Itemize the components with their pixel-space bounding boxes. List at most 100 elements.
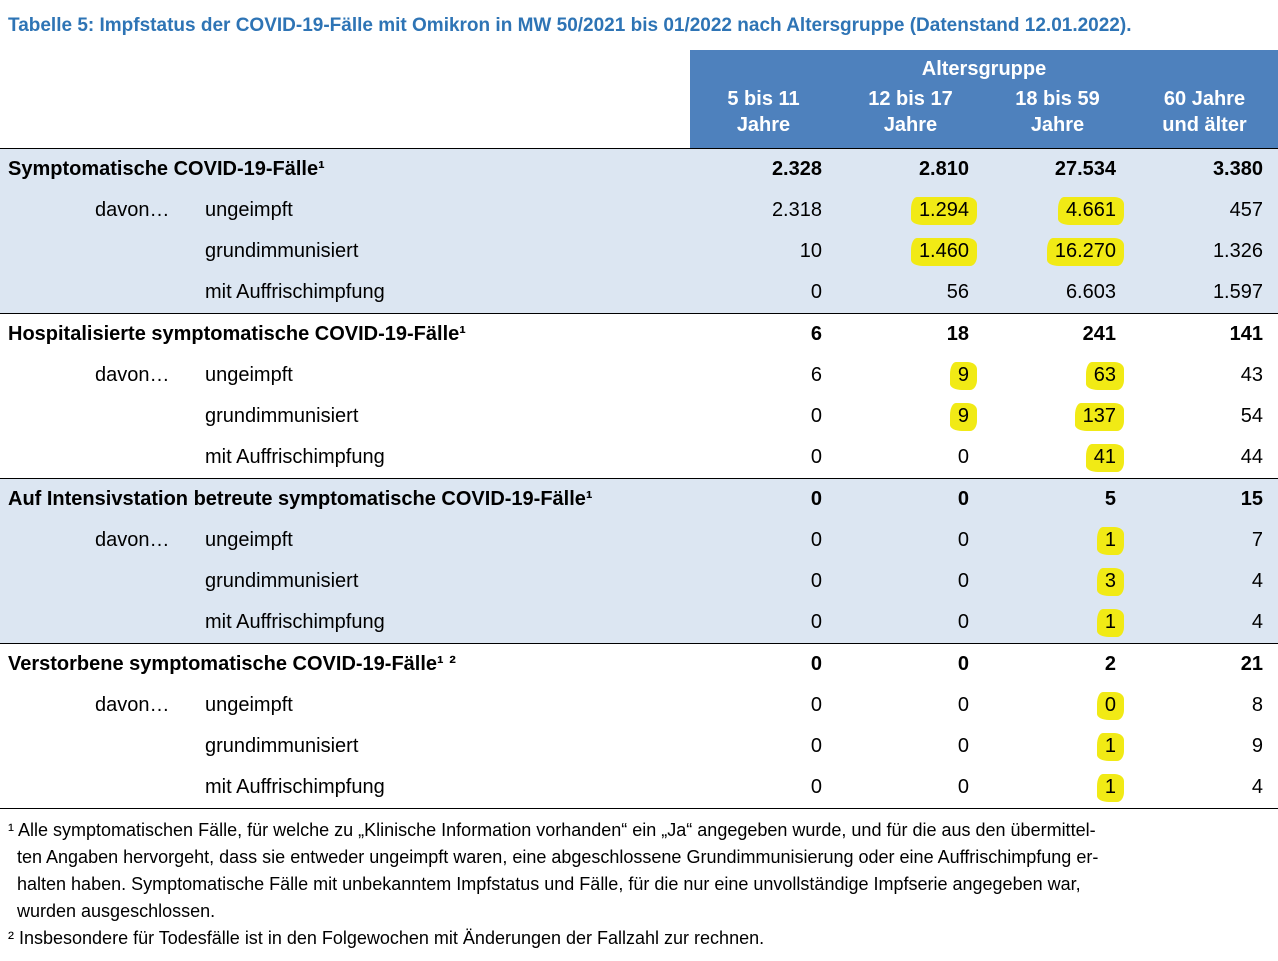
davon-prefix bbox=[95, 240, 205, 263]
davon-prefix bbox=[95, 570, 205, 593]
data-row: davon… ungeimpft 6 9 63 43 bbox=[0, 355, 1278, 396]
row-label: davon… ungeimpft bbox=[0, 364, 690, 387]
value-cell: 0 bbox=[837, 446, 984, 469]
data-row: grundimmunisiert 10 1.460 16.270 1.326 bbox=[0, 231, 1278, 272]
category-label: grundimmunisiert bbox=[205, 569, 359, 592]
value: 27.534 bbox=[1054, 157, 1116, 180]
value-cell: 2.810 bbox=[837, 158, 984, 181]
category-label: ungeimpft bbox=[205, 198, 293, 221]
value-cell: 8 bbox=[1131, 694, 1278, 717]
value-cell: 1.460 bbox=[837, 237, 984, 266]
value: 0 bbox=[810, 569, 822, 592]
value-cell: 0 bbox=[837, 488, 984, 511]
column-header-line: Jahre bbox=[1030, 114, 1085, 137]
value: 2.810 bbox=[918, 157, 969, 180]
value: 0 bbox=[810, 404, 822, 427]
column-header-12-17: 12 bis 17 Jahre bbox=[837, 86, 984, 139]
value: 0 bbox=[957, 610, 969, 633]
section-label: Verstorbene symptomatische COVID-19-Fäll… bbox=[8, 652, 456, 675]
category-label: grundimmunisiert bbox=[205, 734, 359, 757]
footnote-1-line-4: wurden ausgeschlossen. bbox=[17, 900, 216, 921]
value: 44 bbox=[1240, 445, 1263, 468]
davon-prefix: davon… bbox=[95, 693, 170, 716]
value-cell: 0 bbox=[837, 611, 984, 634]
value-cell: 141 bbox=[1131, 323, 1278, 346]
category-label: mit Auffrischimpfung bbox=[205, 280, 385, 303]
value-cell: 1 bbox=[984, 526, 1131, 555]
value: 0 bbox=[810, 445, 822, 468]
section-hospitalized: Hospitalisierte symptomatische COVID-19-… bbox=[0, 312, 1278, 478]
value: 9 bbox=[949, 402, 977, 431]
value: 4 bbox=[1251, 569, 1263, 592]
value: 3.380 bbox=[1212, 157, 1263, 180]
value-cell: 27.534 bbox=[984, 158, 1131, 181]
value: 0 bbox=[810, 280, 822, 303]
table-body: Symptomatische COVID-19-Fälle¹ 2.328 2.8… bbox=[0, 147, 1278, 809]
value-cell: 1 bbox=[984, 773, 1131, 802]
value-cell: 241 bbox=[984, 323, 1131, 346]
value-cell: 1.597 bbox=[1131, 281, 1278, 304]
value: 0 bbox=[810, 528, 822, 551]
value: 0 bbox=[810, 775, 822, 798]
value-cell: 1.294 bbox=[837, 196, 984, 225]
footnote-1-line-1: ¹ Alle symptomatischen Fälle, für welche… bbox=[8, 819, 1096, 840]
value: 56 bbox=[946, 280, 969, 303]
value: 1.294 bbox=[910, 196, 977, 225]
section-label: Symptomatische COVID-19-Fälle¹ bbox=[8, 157, 325, 180]
davon-prefix bbox=[95, 735, 205, 758]
column-headers: 5 bis 11 Jahre 12 bis 17 Jahre 18 bis 59… bbox=[690, 86, 1278, 148]
value-cell: 0 bbox=[690, 570, 837, 593]
value-cell: 0 bbox=[690, 776, 837, 799]
data-row: grundimmunisiert 0 9 137 54 bbox=[0, 396, 1278, 437]
value: 2 bbox=[1104, 652, 1116, 675]
value-cell: 0 bbox=[690, 405, 837, 428]
category-label: ungeimpft bbox=[205, 693, 293, 716]
value: 1 bbox=[1096, 732, 1124, 761]
value: 41 bbox=[1085, 443, 1124, 472]
value-cell: 0 bbox=[690, 488, 837, 511]
section-header-row: Symptomatische COVID-19-Fälle¹ 2.328 2.8… bbox=[0, 149, 1278, 190]
column-header-line: Jahre bbox=[736, 114, 791, 137]
value-cell: 0 bbox=[984, 691, 1131, 720]
value-cell: 56 bbox=[837, 281, 984, 304]
value: 0 bbox=[810, 610, 822, 633]
value-cell: 0 bbox=[837, 653, 984, 676]
category-label: grundimmunisiert bbox=[205, 404, 359, 427]
column-header-line: 12 bis 17 bbox=[868, 88, 953, 110]
value: 1.460 bbox=[910, 237, 977, 266]
value-cell: 2 bbox=[984, 653, 1131, 676]
value: 4.661 bbox=[1057, 196, 1124, 225]
value: 0 bbox=[957, 775, 969, 798]
value-cell: 0 bbox=[690, 653, 837, 676]
davon-prefix: davon… bbox=[95, 198, 170, 221]
value-cell: 10 bbox=[690, 240, 837, 263]
section-label: Auf Intensivstation betreute symptomatis… bbox=[8, 487, 593, 510]
value: 0 bbox=[1096, 691, 1124, 720]
value: 0 bbox=[957, 528, 969, 551]
section-header-row: Auf Intensivstation betreute symptomatis… bbox=[0, 479, 1278, 520]
davon-prefix bbox=[95, 405, 205, 428]
row-label: mit Auffrischimpfung bbox=[0, 611, 690, 634]
value-cell: 9 bbox=[837, 361, 984, 390]
value-cell: 0 bbox=[690, 529, 837, 552]
value-cell: 3 bbox=[984, 567, 1131, 596]
value: 2.318 bbox=[771, 198, 822, 221]
value: 141 bbox=[1229, 322, 1263, 345]
value: 0 bbox=[957, 487, 969, 510]
value: 1 bbox=[1096, 773, 1124, 802]
davon-prefix: davon… bbox=[95, 528, 170, 551]
value-cell: 6 bbox=[690, 323, 837, 346]
value: 16.270 bbox=[1046, 237, 1124, 266]
row-label: davon… ungeimpft bbox=[0, 529, 690, 552]
value-cell: 21 bbox=[1131, 653, 1278, 676]
row-label: mit Auffrischimpfung bbox=[0, 281, 690, 304]
data-row: grundimmunisiert 0 0 1 9 bbox=[0, 726, 1278, 767]
data-row: davon… ungeimpft 0 0 0 8 bbox=[0, 685, 1278, 726]
value-cell: 6 bbox=[690, 364, 837, 387]
table-title: Tabelle 5: Impfstatus der COVID-19-Fälle… bbox=[8, 15, 1132, 36]
category-label: ungeimpft bbox=[205, 528, 293, 551]
section-symptomatic: Symptomatische COVID-19-Fälle¹ 2.328 2.8… bbox=[0, 147, 1278, 313]
value-cell: 3.380 bbox=[1131, 158, 1278, 181]
row-label: mit Auffrischimpfung bbox=[0, 776, 690, 799]
value-cell: 7 bbox=[1131, 529, 1278, 552]
